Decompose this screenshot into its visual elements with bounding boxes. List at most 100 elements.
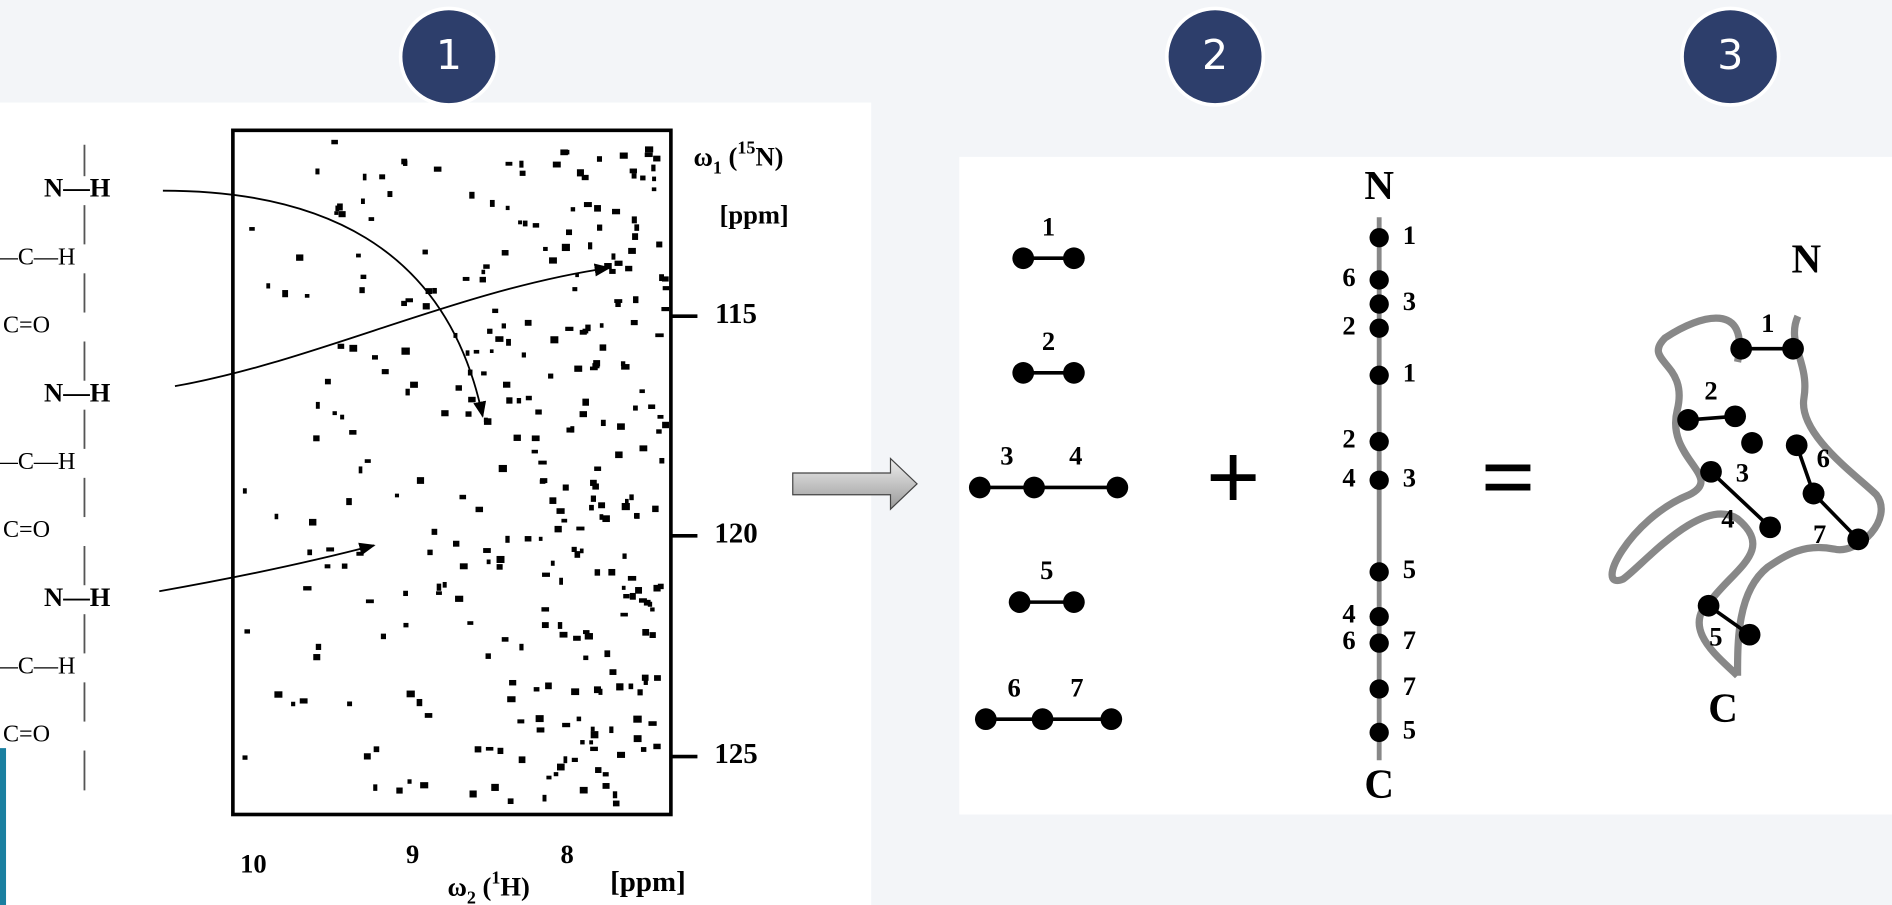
peak (453, 541, 459, 547)
peak (656, 429, 661, 433)
marker-label: 3 (1403, 462, 1416, 492)
peak (652, 177, 656, 182)
peak (577, 717, 581, 722)
peak (499, 465, 507, 472)
structure-label: 7 (1813, 519, 1826, 549)
marker-label: 5 (1403, 554, 1416, 584)
y-tick-label: 125 (714, 738, 757, 770)
peak (658, 584, 664, 589)
peak (506, 162, 513, 166)
label-part: 2 (467, 887, 476, 905)
peak (518, 220, 522, 224)
peak (589, 740, 593, 744)
page: 123N—HR—C—HC=ON—HR—C—HC=ON—HR—C—HC=Oω1 (… (0, 0, 1892, 905)
peak (326, 547, 334, 551)
peak (571, 207, 575, 211)
dot (1023, 477, 1045, 499)
peak (427, 550, 432, 555)
peak (632, 173, 637, 178)
peak (550, 336, 558, 343)
marker-label: 3 (1403, 286, 1416, 316)
peak (455, 596, 463, 602)
peak (622, 553, 626, 558)
peak (548, 374, 553, 379)
peak (396, 788, 402, 794)
structure-label: 6 (1817, 443, 1830, 473)
backbone-label: R—C—H (0, 243, 75, 270)
peak (583, 656, 588, 661)
peak (434, 167, 442, 172)
peak (642, 629, 649, 636)
peak (591, 496, 596, 502)
peak (490, 349, 494, 353)
peak (557, 764, 565, 771)
peak (608, 569, 615, 576)
peak (366, 599, 374, 603)
dot (1739, 624, 1761, 646)
peak (359, 287, 364, 293)
peak (648, 721, 656, 726)
peak (491, 784, 499, 791)
peak (432, 288, 437, 294)
peak (631, 320, 638, 325)
peak (541, 607, 549, 611)
peak (645, 153, 653, 158)
peak (623, 594, 629, 598)
peak (537, 727, 545, 732)
peak (639, 445, 647, 451)
x-tick-label: 9 (406, 839, 419, 869)
peak (540, 478, 547, 483)
peak (551, 561, 555, 566)
peak (601, 420, 606, 426)
peak (600, 344, 607, 350)
label-part: 15 (737, 137, 755, 157)
peak (407, 691, 415, 698)
peak (519, 161, 523, 168)
step-number: 2 (1202, 31, 1228, 79)
backbone-label: R—C—H (0, 448, 75, 475)
peak (648, 404, 655, 409)
peak (497, 556, 505, 563)
peak (425, 713, 433, 718)
peak (410, 382, 418, 388)
peak (612, 209, 620, 214)
peak (441, 410, 448, 416)
peak (628, 576, 636, 581)
peak (466, 411, 472, 416)
peak (349, 430, 356, 435)
peak (373, 784, 377, 791)
peak (609, 726, 613, 733)
structure-label: 3 (1736, 458, 1749, 488)
peak (553, 162, 561, 168)
peak (543, 247, 548, 251)
peak (474, 350, 479, 354)
peak (634, 513, 638, 518)
dot (1803, 483, 1825, 505)
label-part: N) (755, 141, 783, 171)
peak (560, 632, 568, 638)
dot (1786, 434, 1808, 456)
label-part: 1 (491, 867, 500, 887)
dot (1370, 366, 1389, 385)
dot (1106, 477, 1128, 499)
peak (576, 527, 584, 531)
peak (372, 355, 378, 359)
peak (401, 348, 409, 355)
peak (275, 514, 279, 519)
peak (591, 727, 595, 732)
peak (575, 551, 581, 558)
backbone-label: C=O (3, 721, 50, 748)
peak (296, 254, 303, 260)
peak (535, 409, 541, 414)
peak (539, 537, 543, 541)
peak (422, 250, 427, 255)
peak (505, 536, 509, 543)
peak (648, 602, 652, 607)
peak (437, 584, 442, 591)
peak (303, 586, 311, 590)
marker-label: 6 (1342, 262, 1355, 292)
step-number: 1 (436, 31, 462, 79)
peak (572, 758, 578, 762)
peak (361, 275, 367, 279)
peak (632, 216, 637, 223)
